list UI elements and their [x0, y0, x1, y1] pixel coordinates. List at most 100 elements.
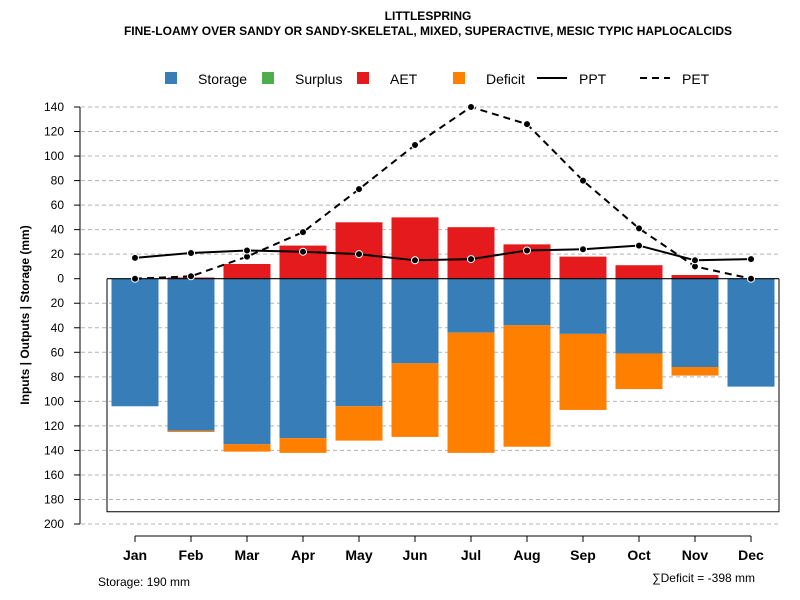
- y-tick-label: 60: [51, 345, 65, 359]
- deficit-bar: [167, 430, 215, 433]
- storage-bar: [727, 278, 775, 387]
- legend-swatch: [262, 72, 274, 84]
- legend-swatch: [165, 72, 177, 84]
- y-tick-label: 140: [44, 443, 64, 457]
- pet-point: [411, 141, 419, 150]
- y-tick-label: 40: [51, 223, 65, 237]
- storage-bar: [559, 278, 607, 334]
- deficit-bar: [615, 353, 663, 390]
- x-tick-label: Mar: [235, 547, 260, 563]
- legend-label: Storage: [198, 71, 247, 87]
- legend-label: PPT: [579, 71, 607, 87]
- aet-bar: [559, 256, 607, 279]
- legend-label: PET: [682, 71, 710, 87]
- y-tick-label: 80: [51, 370, 65, 384]
- storage-bar: [671, 278, 719, 368]
- y-tick-label: 160: [44, 468, 64, 482]
- ppt-point: [579, 245, 587, 254]
- x-tick-label: Aug: [513, 547, 540, 563]
- y-tick-label: 20: [51, 247, 65, 261]
- ppt-point: [747, 255, 755, 264]
- y-tick-label: 140: [44, 100, 64, 114]
- ppt-point: [243, 246, 251, 255]
- storage-bar: [503, 278, 551, 326]
- pet-point: [187, 272, 195, 281]
- storage-footnote: Storage: 190 mm: [98, 575, 190, 589]
- deficit-footnote: ∑Deficit = -398 mm: [652, 571, 755, 585]
- y-tick-label: 20: [51, 296, 65, 310]
- pet-point: [523, 120, 531, 129]
- y-tick-label: 100: [44, 149, 64, 163]
- aet-bar: [671, 275, 719, 279]
- deficit-bar: [223, 444, 271, 452]
- deficit-bar: [671, 367, 719, 376]
- x-tick-label: Jan: [123, 547, 147, 563]
- chart-subtitle: FINE-LOAMY OVER SANDY OR SANDY-SKELETAL,…: [124, 24, 732, 38]
- storage-bar: [615, 278, 663, 354]
- axes: [79, 107, 780, 537]
- pet-point: [299, 228, 307, 237]
- storage-bar: [391, 278, 439, 364]
- y-tick-label: 120: [44, 125, 64, 139]
- aet-bar: [391, 217, 439, 279]
- pet-line: [134, 105, 752, 280]
- x-tick-label: Sep: [570, 547, 596, 563]
- x-tick-label: Oct: [627, 547, 651, 563]
- deficit-bar: [335, 406, 383, 441]
- ppt-point: [355, 250, 363, 259]
- x-tick-label: May: [345, 547, 372, 563]
- x-tick-label: Nov: [682, 547, 709, 563]
- aet-bar: [223, 263, 271, 279]
- pet-point: [355, 185, 363, 194]
- series-lines: [131, 103, 755, 283]
- deficit-bar: [391, 363, 439, 437]
- storage-bar: [279, 278, 327, 439]
- pet-point: [747, 274, 755, 283]
- bars: [111, 217, 775, 453]
- y-tick-label: 0: [57, 272, 64, 286]
- deficit-bar: [447, 332, 495, 453]
- y-tick-label: 200: [44, 517, 64, 531]
- x-tick-label: Jun: [403, 547, 428, 563]
- ppt-point: [411, 256, 419, 265]
- ppt-point: [299, 247, 307, 256]
- x-tick-label: Jul: [461, 547, 481, 563]
- pet-point: [635, 224, 643, 233]
- legend-label: AET: [390, 71, 418, 87]
- pet-point: [467, 103, 475, 111]
- storage-bar: [335, 278, 383, 407]
- x-tick-label: Dec: [738, 547, 764, 563]
- deficit-bar: [503, 325, 551, 447]
- aet-bar: [447, 227, 495, 279]
- legend: Storage Surplus AET Deficit PPT PET: [165, 71, 710, 87]
- ppt-point: [187, 248, 195, 257]
- ppt-point: [691, 256, 699, 265]
- ppt-point: [523, 246, 531, 255]
- storage-bar: [223, 278, 271, 445]
- x-tick-label: Apr: [291, 547, 316, 563]
- legend-label: Surplus: [295, 71, 342, 87]
- legend-swatch: [453, 72, 465, 84]
- storage-bar: [111, 278, 159, 407]
- y-tick-label: 180: [44, 492, 64, 506]
- x-tick-label: Feb: [179, 547, 204, 563]
- deficit-bar: [279, 438, 327, 453]
- ppt-point: [467, 255, 475, 264]
- storage-bar: [447, 278, 495, 333]
- y-tick-label: 120: [44, 419, 64, 433]
- storage-bar: [167, 278, 215, 431]
- deficit-bar: [559, 333, 607, 410]
- y-tick-label: 60: [51, 198, 65, 212]
- ppt-point: [131, 253, 139, 262]
- y-axis-ticks: 1401201008060402002040608010012014016018…: [44, 100, 80, 531]
- storage-capacity-frame: [106, 278, 780, 513]
- legend-label: Deficit: [486, 71, 525, 87]
- y-tick-label: 40: [51, 321, 65, 335]
- y-axis-label: Inputs | Outputs | Storage (mm): [18, 225, 32, 404]
- y-tick-label: 100: [44, 394, 64, 408]
- pet-point: [579, 176, 587, 185]
- aet-bar: [615, 265, 663, 279]
- ppt-line: [134, 244, 752, 262]
- x-axis-ticks: Jan Feb Mar Apr May Jun Jul Aug Sep Oct Nov Dec: [123, 536, 764, 563]
